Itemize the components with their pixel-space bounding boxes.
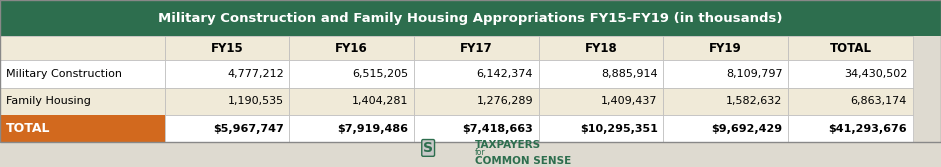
Text: FY16: FY16 [335,42,368,55]
Bar [789,88,913,115]
Bar [0,0,941,142]
Bar [663,88,789,115]
Text: $9,692,429: $9,692,429 [711,124,783,134]
Bar [538,60,663,88]
Text: 1,409,437: 1,409,437 [601,96,658,106]
Text: for: for [475,148,486,157]
Text: 1,404,281: 1,404,281 [352,96,408,106]
Text: 1,582,632: 1,582,632 [726,96,783,106]
Text: FY15: FY15 [211,42,244,55]
Text: 6,515,205: 6,515,205 [352,69,408,79]
Bar [290,115,414,142]
Bar [789,60,913,88]
Text: $7,418,663: $7,418,663 [462,124,533,134]
Bar [663,60,789,88]
Text: FY17: FY17 [460,42,493,55]
Text: 8,109,797: 8,109,797 [726,69,783,79]
Text: Military Construction: Military Construction [6,69,121,79]
Text: FY19: FY19 [710,42,742,55]
Bar [663,115,789,142]
Bar [538,88,663,115]
Text: $10,295,351: $10,295,351 [580,124,658,134]
Text: $5,967,747: $5,967,747 [213,124,284,134]
Bar [414,36,538,60]
Text: TAXPAYERS: TAXPAYERS [475,140,541,150]
Text: Family Housing: Family Housing [6,96,90,106]
Text: $41,293,676: $41,293,676 [828,124,907,134]
Bar [290,60,414,88]
Bar [663,36,789,60]
Bar [165,36,289,60]
Bar [0,36,165,60]
Text: 34,430,502: 34,430,502 [844,69,907,79]
Bar [414,88,538,115]
Bar [165,60,289,88]
Bar [290,36,414,60]
Text: S: S [423,141,433,155]
Text: COMMON SENSE: COMMON SENSE [475,156,571,166]
Bar [0,88,165,115]
Bar [414,60,538,88]
Bar [165,88,289,115]
Bar [414,115,538,142]
Text: 4,777,212: 4,777,212 [227,69,284,79]
Text: 1,276,289: 1,276,289 [476,96,533,106]
Text: 6,142,374: 6,142,374 [476,69,533,79]
Bar [0,142,941,167]
Text: TOTAL: TOTAL [829,42,871,55]
Bar [789,36,913,60]
Bar [789,115,913,142]
Text: FY18: FY18 [584,42,617,55]
Text: $7,919,486: $7,919,486 [338,124,408,134]
Text: 1,190,535: 1,190,535 [228,96,284,106]
Bar [538,36,663,60]
Text: 6,863,174: 6,863,174 [851,96,907,106]
Bar [0,60,165,88]
Bar [0,115,165,142]
Text: 8,885,914: 8,885,914 [601,69,658,79]
Bar [290,88,414,115]
Text: Military Construction and Family Housing Appropriations FY15-FY19 (in thousands): Military Construction and Family Housing… [158,12,783,25]
Bar [165,115,289,142]
Bar [538,115,663,142]
Text: TOTAL: TOTAL [6,122,50,135]
Bar [0,0,941,36]
